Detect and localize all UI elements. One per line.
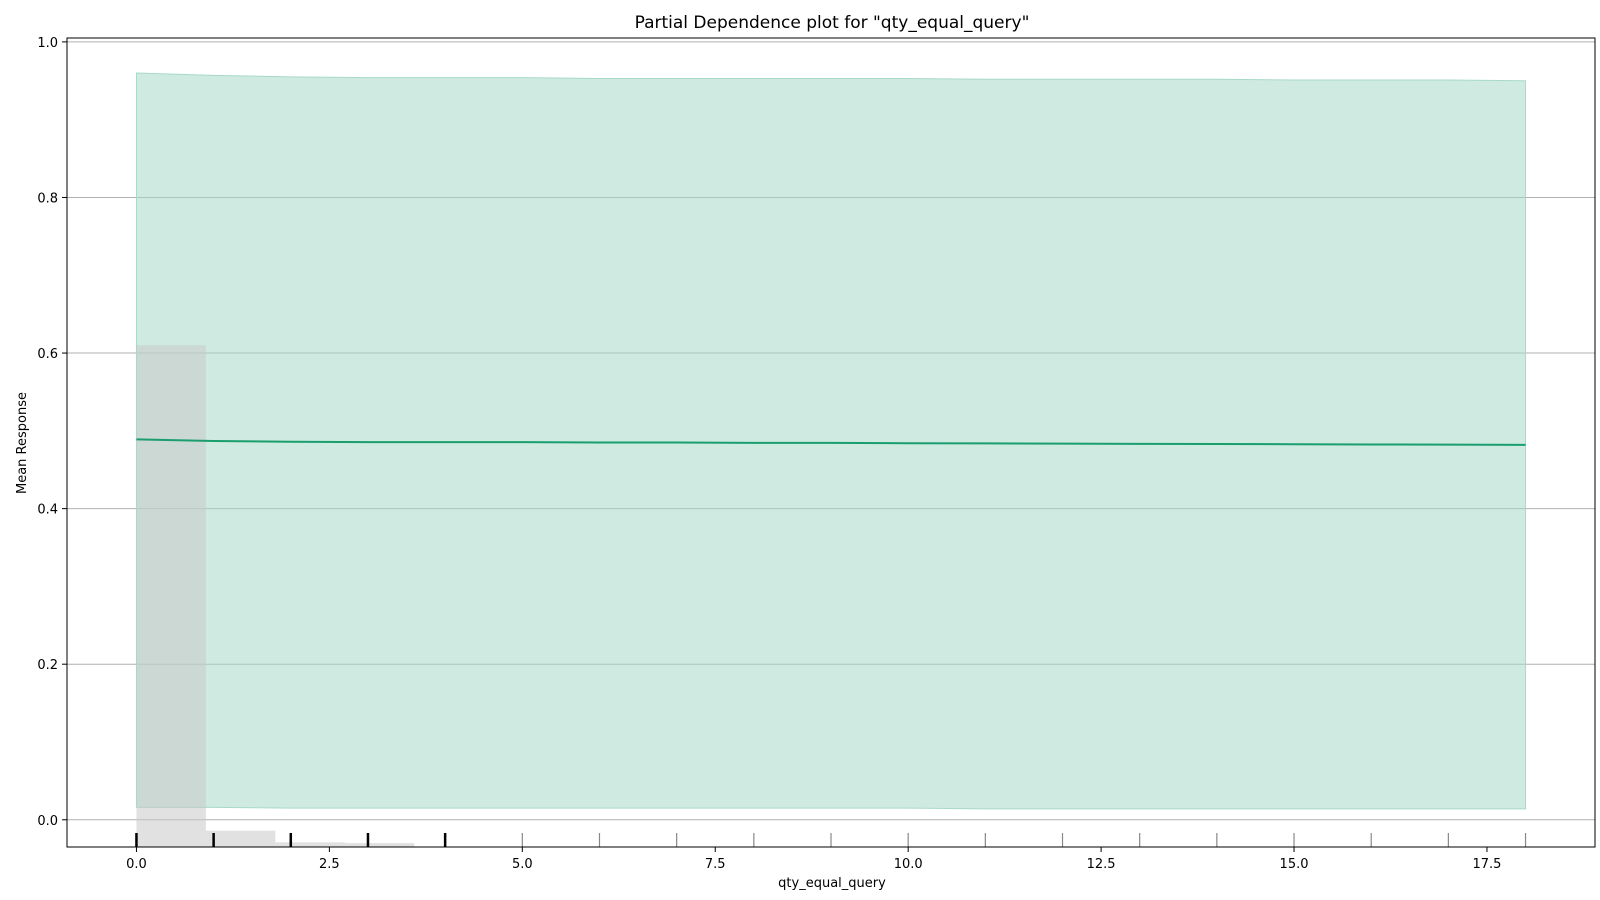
rug-group	[135, 833, 1527, 847]
y-tick-label: 0.0	[37, 814, 58, 829]
x-tick-label: 5.0	[512, 857, 533, 872]
x-tick-label: 10.0	[894, 857, 923, 872]
x-tick-label: 0.0	[126, 857, 147, 872]
histogram-bar	[344, 843, 415, 847]
confidence-band	[135, 72, 1527, 810]
x-axis-label: qty_equal_query	[778, 876, 886, 891]
y-tick-label: 0.2	[37, 658, 58, 673]
plot-frame	[66, 37, 1596, 848]
y-tick-label: 1.0	[37, 36, 58, 51]
x-tick-label: 17.5	[1472, 857, 1501, 872]
y-axis-label: Mean Response	[15, 392, 30, 494]
mean-response-line	[136, 438, 1526, 446]
histogram-bar	[205, 830, 276, 847]
x-tick-label: 7.5	[705, 857, 726, 872]
confidence-band-group	[135, 72, 1527, 810]
y-axis-ticks: 0.0 0.2 0.4 0.6 0.8 1.0	[37, 36, 67, 829]
x-tick-label: 15.0	[1280, 857, 1309, 872]
x-tick-label: 12.5	[1087, 857, 1116, 872]
histogram-bar	[136, 345, 206, 847]
histogram-group	[136, 345, 415, 847]
y-tick-label: 0.4	[37, 503, 58, 518]
x-tick-label: 2.5	[319, 857, 340, 872]
chart-title: Partial Dependence plot for "qty_equal_q…	[635, 13, 1030, 33]
histogram-bar	[275, 842, 345, 847]
x-axis-ticks: 0.0 2.5 5.0 7.5 10.0 12.5 15.0 17.5	[126, 847, 1501, 872]
y-tick-label: 0.8	[37, 191, 58, 206]
y-tick-label: 0.6	[37, 347, 58, 362]
response-line-group	[136, 438, 1526, 446]
